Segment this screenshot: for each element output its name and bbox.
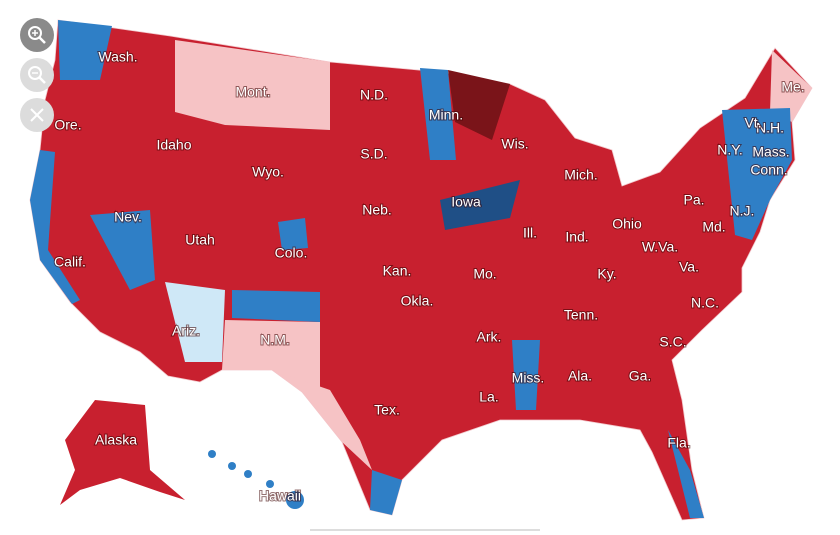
state-label: Wis. <box>501 136 528 152</box>
state-label: Ga. <box>629 368 652 384</box>
state-label: Iowa <box>451 194 481 210</box>
state-label: Va. <box>679 259 699 275</box>
state-label: N.M. <box>260 332 290 348</box>
zoom-out[interactable] <box>20 58 54 92</box>
state-label: Wash. <box>98 49 137 65</box>
washington-blue-region <box>58 20 112 80</box>
state-label: Conn. <box>750 162 787 178</box>
zoom-in[interactable] <box>20 18 54 52</box>
texas-south-blue-region <box>370 470 402 515</box>
new-mexico-region <box>222 320 320 392</box>
state-label: Minn. <box>429 107 463 123</box>
florida-blue-region <box>668 430 704 518</box>
state-label: Neb. <box>362 202 392 218</box>
alaska <box>60 400 185 505</box>
reset-button[interactable] <box>20 98 54 132</box>
state-label: Idaho <box>156 137 191 153</box>
state-label: Ill. <box>523 225 537 241</box>
state-label: Ore. <box>54 117 81 133</box>
montana-region <box>175 40 330 130</box>
mississippi-blue-region <box>512 340 540 410</box>
maine-region <box>770 50 812 122</box>
state-label: Hawaii <box>259 488 301 504</box>
state-label: Ark. <box>477 329 502 345</box>
state-label: Mont. <box>235 84 270 100</box>
state-label: Nev. <box>114 209 142 225</box>
nm-blue-region <box>232 290 320 322</box>
arizona-light-region <box>165 282 225 362</box>
state-label: Ky. <box>597 266 616 282</box>
state-label: Fla. <box>667 435 690 451</box>
state-label: Mich. <box>564 167 597 183</box>
minnesota-dark-region <box>448 70 510 140</box>
state-label: Utah <box>185 232 215 248</box>
state-label: Me. <box>781 79 804 95</box>
state-label: Kan. <box>383 263 412 279</box>
state-label: Tex. <box>374 402 400 418</box>
state-label: Ariz. <box>172 323 200 339</box>
state-label: S.C. <box>659 334 686 350</box>
state-label: Ind. <box>565 229 588 245</box>
northeast-blue-region <box>722 108 792 240</box>
state-label: S.D. <box>360 146 387 162</box>
state-label: Vt. <box>744 115 761 131</box>
colorado-blue-region <box>278 218 308 250</box>
state-label: Ohio <box>612 216 642 232</box>
hawaii <box>208 450 304 509</box>
state-label: Md. <box>702 219 725 235</box>
state-label: W.Va. <box>642 239 678 255</box>
state-label: Ala. <box>568 368 592 384</box>
state-label: Wyo. <box>252 164 284 180</box>
state-label: La. <box>479 389 498 405</box>
iowa-blue-region <box>440 180 520 230</box>
state-label: N.D. <box>360 87 388 103</box>
state-label: N.H. <box>756 120 784 136</box>
state-label: N.J. <box>730 203 755 219</box>
state-label: Mo. <box>473 266 496 282</box>
minnesota-blue-region <box>420 68 456 160</box>
state-label: Mass. <box>752 144 789 160</box>
west-texas-region <box>272 370 372 470</box>
state-label: Calif. <box>54 254 86 270</box>
california-coast-region <box>30 150 80 304</box>
state-label: Okla. <box>401 293 434 309</box>
state-label: Pa. <box>683 192 704 208</box>
state-label: Alaska <box>95 432 137 448</box>
state-label: Tenn. <box>564 307 598 323</box>
state-label: N.C. <box>691 295 719 311</box>
state-label: N.Y. <box>717 142 742 158</box>
nevada-blue-region <box>90 210 155 290</box>
state-label: Colo. <box>275 245 308 261</box>
state-label: Miss. <box>512 370 545 386</box>
